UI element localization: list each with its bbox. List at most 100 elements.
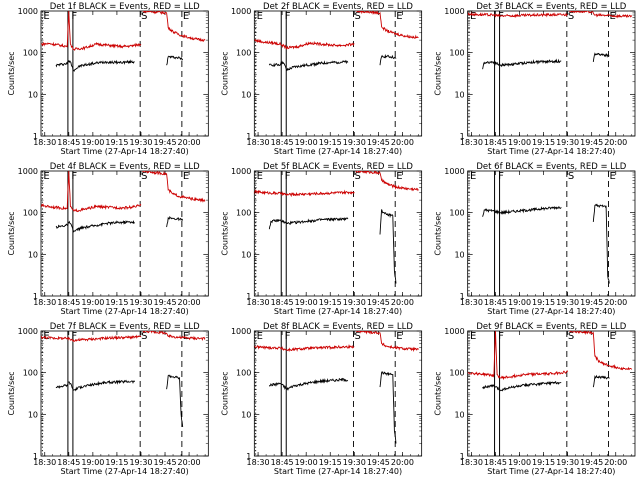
y-tick-label: 100 xyxy=(449,49,464,58)
events-series-line xyxy=(592,52,610,62)
x-axis-label: Start Time (27-Apr-14 18:27:40) xyxy=(274,467,402,476)
x-tick-label: 18:45 xyxy=(271,138,294,147)
marker-label: F xyxy=(285,171,291,182)
marker-label: E xyxy=(257,11,263,22)
x-tick-label: 19:30 xyxy=(343,458,366,467)
x-tick-label: 19:30 xyxy=(343,298,366,307)
events-series-line xyxy=(55,379,135,392)
y-tick-label: 10 xyxy=(454,90,464,99)
y-tick-label: 1000 xyxy=(231,327,251,336)
marker-label: E xyxy=(610,331,616,342)
y-tick-label: 100 xyxy=(449,209,464,218)
y-tick-label: 1000 xyxy=(444,167,464,176)
x-axis-label: Start Time (27-Apr-14 18:27:40) xyxy=(274,147,402,156)
plot-frame xyxy=(40,170,209,297)
panel-title: Det 4f BLACK = Events, RED = LLD xyxy=(50,162,200,172)
x-tick-label: 18:30 xyxy=(247,138,270,147)
x-tick-label: 19:00 xyxy=(508,138,531,147)
lld-series-line xyxy=(142,11,206,42)
detector-panel-3: Det 3f BLACK = Events, RED = LLD 1 10 100 10… xyxy=(434,2,636,156)
lld-series-line xyxy=(467,11,568,19)
marker-label: S xyxy=(568,331,574,342)
lld-series-line xyxy=(41,11,142,51)
plot-frame xyxy=(467,330,636,457)
events-series-line xyxy=(166,215,184,228)
x-tick-label: 18:45 xyxy=(271,298,294,307)
x-tick-label: 19:00 xyxy=(81,458,104,467)
marker-label: E xyxy=(257,331,263,342)
events-series-line xyxy=(379,370,397,444)
marker-label: E xyxy=(610,171,616,182)
detector-panel-9: Det 9f BLACK = Events, RED = LLD 1 10 100 10… xyxy=(434,322,636,476)
x-tick-label: 19:15 xyxy=(532,298,555,307)
marker-label: F xyxy=(71,171,77,182)
events-series-line xyxy=(166,374,184,427)
x-tick-label: 19:15 xyxy=(105,458,128,467)
x-tick-label: 19:45 xyxy=(153,298,176,307)
marker-label: S xyxy=(354,11,360,22)
y-tick-label: 100 xyxy=(236,369,251,378)
x-tick-label: 19:15 xyxy=(532,458,555,467)
y-tick-label: 1 xyxy=(33,292,38,301)
marker-label: E xyxy=(470,11,476,22)
y-tick-label: 100 xyxy=(23,209,38,218)
lld-series-line xyxy=(254,38,355,50)
marker-label: S xyxy=(354,171,360,182)
x-tick-label: 19:30 xyxy=(129,458,152,467)
x-tick-label: 18:30 xyxy=(460,298,483,307)
x-tick-label: 19:00 xyxy=(508,458,531,467)
marker-label: E xyxy=(396,171,402,182)
x-tick-label: 20:00 xyxy=(604,138,627,147)
x-tick-label: 19:15 xyxy=(319,458,342,467)
detector-panel-1: Det 1f BLACK = Events, RED = LLD 1 10 100 10… xyxy=(7,2,209,156)
x-tick-label: 20:00 xyxy=(178,138,201,147)
detector-panel-7: Det 7f BLACK = Events, RED = LLD 1 10 100 10… xyxy=(7,322,209,476)
detector-panel-6: Det 6f BLACK = Events, RED = LLD 1 10 100 10… xyxy=(434,162,636,316)
lld-series-line xyxy=(142,171,206,203)
x-axis-label: Start Time (27-Apr-14 18:27:40) xyxy=(274,307,402,316)
marker-label: F xyxy=(71,11,77,22)
events-series-line xyxy=(592,374,610,388)
lld-series-line xyxy=(467,331,568,381)
y-tick-label: 10 xyxy=(454,250,464,259)
events-series-line xyxy=(482,58,562,70)
marker-label: S xyxy=(568,171,574,182)
panel-title: Det 8f BLACK = Events, RED = LLD xyxy=(263,322,413,332)
x-tick-label: 18:45 xyxy=(484,138,507,147)
x-tick-label: 20:00 xyxy=(391,298,414,307)
x-tick-label: 19:00 xyxy=(508,298,531,307)
marker-label: S xyxy=(354,331,360,342)
x-tick-label: 18:30 xyxy=(460,458,483,467)
panel-title: Det 9f BLACK = Events, RED = LLD xyxy=(476,322,626,332)
y-tick-label: 1000 xyxy=(18,327,38,336)
x-axis-label: Start Time (27-Apr-14 18:27:40) xyxy=(61,467,189,476)
x-tick-label: 19:30 xyxy=(556,138,579,147)
y-tick-label: 1000 xyxy=(231,7,251,16)
x-axis-label: Start Time (27-Apr-14 18:27:40) xyxy=(61,307,189,316)
x-tick-label: 19:00 xyxy=(295,298,318,307)
events-series-line xyxy=(379,209,397,284)
x-tick-label: 18:30 xyxy=(33,458,56,467)
plot-frame xyxy=(40,10,209,137)
y-tick-label: 1 xyxy=(246,132,251,141)
marker-label: E xyxy=(470,171,476,182)
x-tick-label: 20:00 xyxy=(178,458,201,467)
y-tick-label: 1000 xyxy=(444,7,464,16)
x-tick-label: 20:00 xyxy=(604,458,627,467)
x-tick-label: 19:45 xyxy=(580,298,603,307)
plot-frame xyxy=(467,170,636,297)
lld-series-line xyxy=(254,344,355,352)
x-tick-label: 19:00 xyxy=(81,298,104,307)
x-tick-label: 19:45 xyxy=(580,458,603,467)
y-tick-label: 10 xyxy=(241,410,251,419)
y-tick-label: 1000 xyxy=(444,327,464,336)
x-tick-label: 19:00 xyxy=(81,138,104,147)
panel-title: Det 5f BLACK = Events, RED = LLD xyxy=(263,162,413,172)
x-tick-label: 18:45 xyxy=(57,298,80,307)
lld-series-line xyxy=(355,171,419,192)
y-tick-label: 10 xyxy=(241,90,251,99)
marker-label: F xyxy=(285,11,291,22)
x-tick-label: 18:30 xyxy=(460,138,483,147)
y-axis-label: Counts/sec xyxy=(434,371,443,415)
